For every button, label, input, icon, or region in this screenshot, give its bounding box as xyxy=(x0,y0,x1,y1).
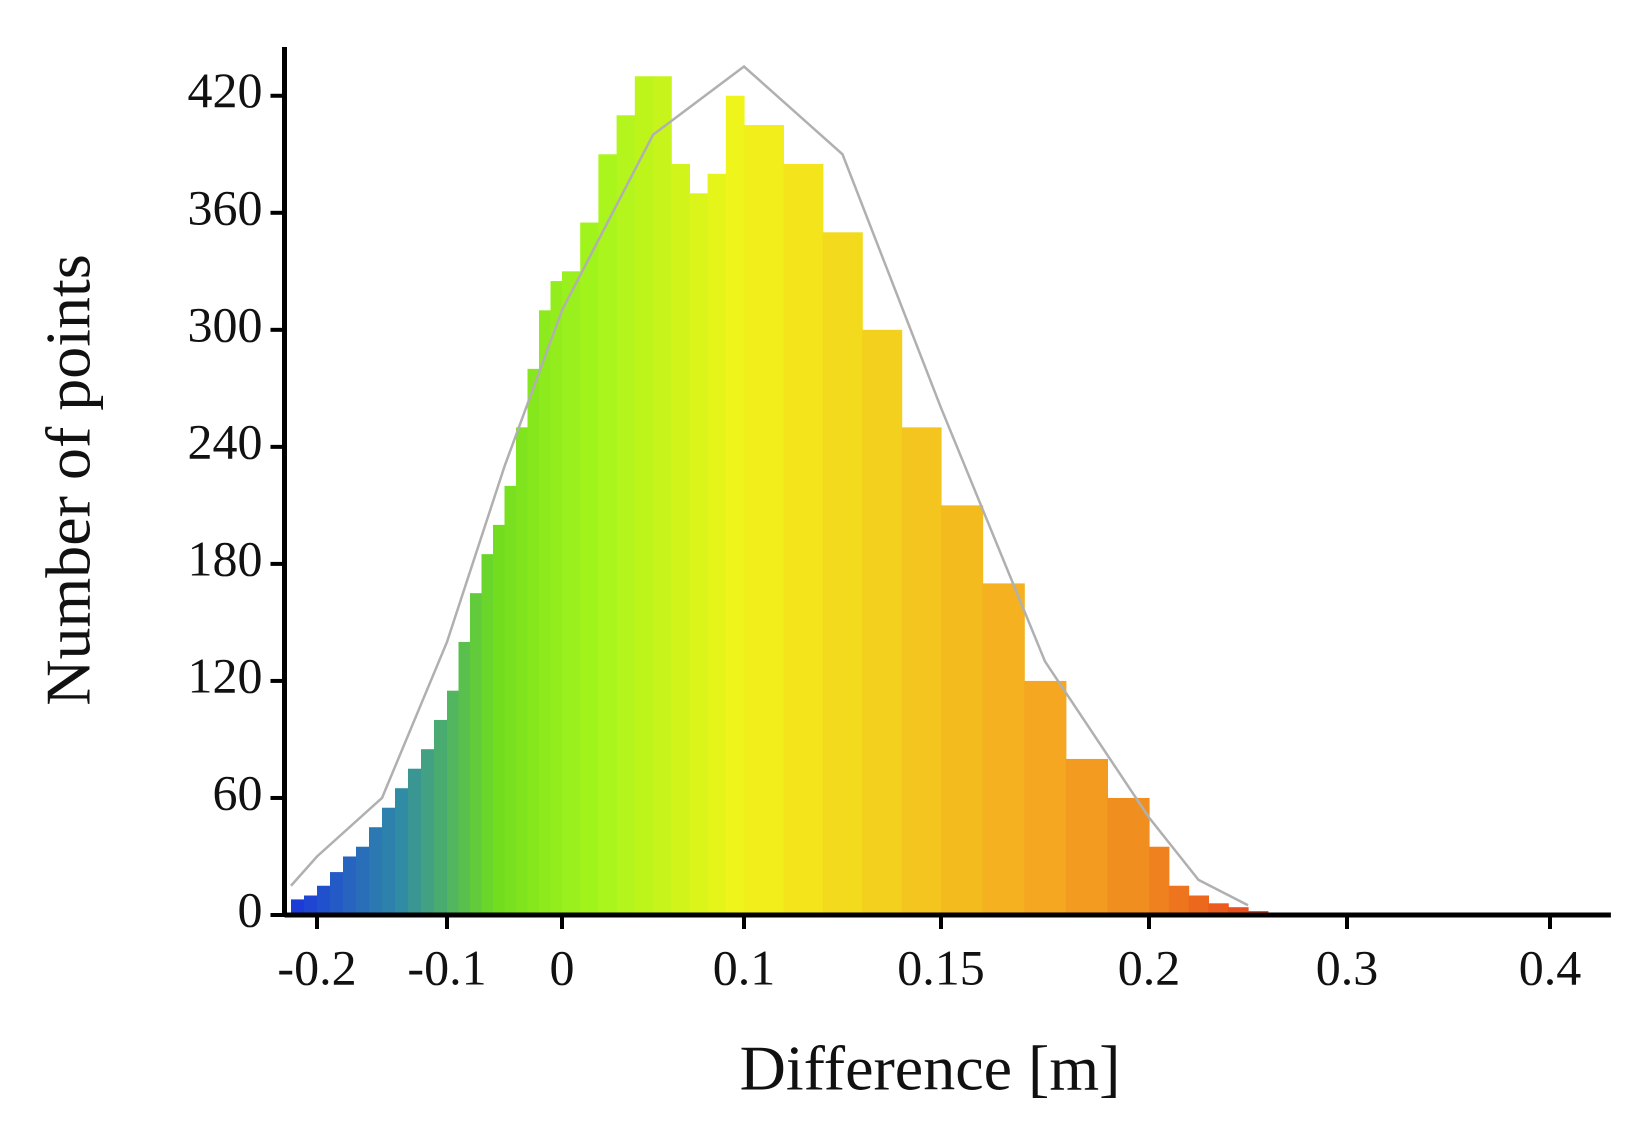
bar xyxy=(580,222,599,916)
bar xyxy=(707,173,727,916)
x-tick-label: 0 xyxy=(550,939,575,995)
y-tick-label: 360 xyxy=(188,179,263,235)
x-tick-label: -0.1 xyxy=(407,939,486,995)
x-axis-title: Difference [m] xyxy=(740,1033,1121,1104)
y-tick-label: 60 xyxy=(213,764,263,820)
bar xyxy=(382,807,396,915)
bar xyxy=(1149,846,1170,915)
bar xyxy=(1208,903,1229,915)
bar xyxy=(725,95,745,916)
bar xyxy=(343,856,357,915)
bar xyxy=(434,719,448,915)
bar xyxy=(330,872,344,915)
y-tick-label: 300 xyxy=(188,296,263,352)
bar xyxy=(1168,885,1190,915)
bar xyxy=(822,232,863,916)
x-tick-label: 0.3 xyxy=(1316,939,1379,995)
bar xyxy=(653,76,672,916)
y-axis-title: Number of points xyxy=(33,254,104,706)
bar xyxy=(550,281,563,916)
bar xyxy=(493,524,506,915)
bar xyxy=(317,885,331,915)
x-tick-label: 0.1 xyxy=(713,939,776,995)
bar xyxy=(1228,907,1249,915)
bar xyxy=(783,164,824,916)
bar xyxy=(634,76,654,916)
bar xyxy=(458,641,471,915)
bar xyxy=(481,554,494,915)
bar xyxy=(408,768,422,915)
bar xyxy=(470,593,483,915)
bar xyxy=(1024,680,1067,915)
y-tick-label: 420 xyxy=(188,62,263,118)
bar xyxy=(598,154,618,916)
bar xyxy=(516,427,529,915)
bar xyxy=(901,427,942,915)
y-tick-label: 120 xyxy=(188,647,263,703)
bar xyxy=(369,827,383,915)
bar xyxy=(1107,797,1150,915)
bar xyxy=(504,485,517,915)
x-tick-label: 0.2 xyxy=(1118,939,1181,995)
bar xyxy=(744,125,784,916)
bar xyxy=(862,329,903,916)
bar xyxy=(291,899,305,915)
bar xyxy=(421,749,435,915)
bar xyxy=(395,788,409,915)
bar xyxy=(1065,758,1108,915)
bar xyxy=(356,846,370,915)
bar xyxy=(527,368,540,916)
bar xyxy=(447,690,460,915)
bar xyxy=(982,583,1025,915)
bar xyxy=(539,310,552,916)
bar xyxy=(689,193,709,916)
bar xyxy=(671,164,690,916)
y-tick-label: 0 xyxy=(238,881,263,937)
x-tick-label: -0.2 xyxy=(277,939,356,995)
bar xyxy=(616,115,636,916)
fit-curve xyxy=(290,64,1249,907)
x-tick-label: 0.15 xyxy=(897,939,985,995)
bar xyxy=(304,895,318,915)
x-tick-label: 0.4 xyxy=(1519,939,1582,995)
bar xyxy=(562,271,581,916)
y-tick-label: 180 xyxy=(188,530,263,586)
y-tick-label: 240 xyxy=(188,413,263,469)
bar xyxy=(1188,895,1209,915)
bar xyxy=(941,505,984,915)
